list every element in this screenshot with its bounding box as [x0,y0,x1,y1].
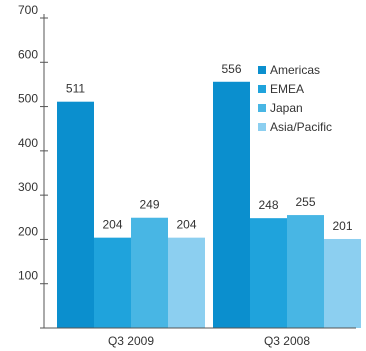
y-tick-label: 500 [18,92,38,106]
legend-swatch-japan [258,104,266,112]
legend: Americas EMEA Japan Asia/Pacific [258,63,332,134]
bar-americas [213,81,250,329]
y-tick-label: 200 [18,224,38,238]
bar-japan [131,217,168,328]
x-axis: Q3 2009 Q3 2008 [40,327,356,348]
data-label-emea: 204 [102,218,122,232]
y-tick-label: 300 [18,180,38,194]
data-label-americas: 556 [221,62,241,76]
bars-layer [57,81,361,329]
y-tick-label: 600 [18,47,38,61]
y-tick-label: 700 [18,3,38,17]
data-label-asia-pacific: 201 [332,219,352,233]
legend-label-japan: Japan [270,101,303,115]
legend-swatch-americas [258,66,266,74]
bar-emea [250,218,287,328]
legend-swatch-emea [258,85,266,93]
y-axis: 100 200 300 400 500 600 700 [18,3,48,328]
bar-americas [57,101,94,328]
legend-swatch-asia-pacific [258,123,266,131]
data-label-emea: 248 [258,198,278,212]
data-label-japan: 249 [139,198,159,212]
bar-emea [94,237,131,328]
x-category-label: Q3 2008 [264,334,310,348]
y-tick-label: 400 [18,136,38,150]
data-label-asia-pacific: 204 [176,218,196,232]
legend-label-asia-pacific: Asia/Pacific [270,120,332,134]
y-tick-label: 100 [18,269,38,283]
x-category-label: Q3 2009 [108,334,154,348]
bar-asia-pacific [168,237,205,328]
data-label-americas: 511 [66,82,85,96]
legend-label-emea: EMEA [270,82,304,96]
bar-japan [287,215,324,328]
data-label-japan: 255 [295,195,315,209]
bar-asia-pacific [324,238,361,328]
data-labels-layer: 511 204 249 204 556 248 255 201 [66,62,353,233]
legend-label-americas: Americas [270,63,320,77]
